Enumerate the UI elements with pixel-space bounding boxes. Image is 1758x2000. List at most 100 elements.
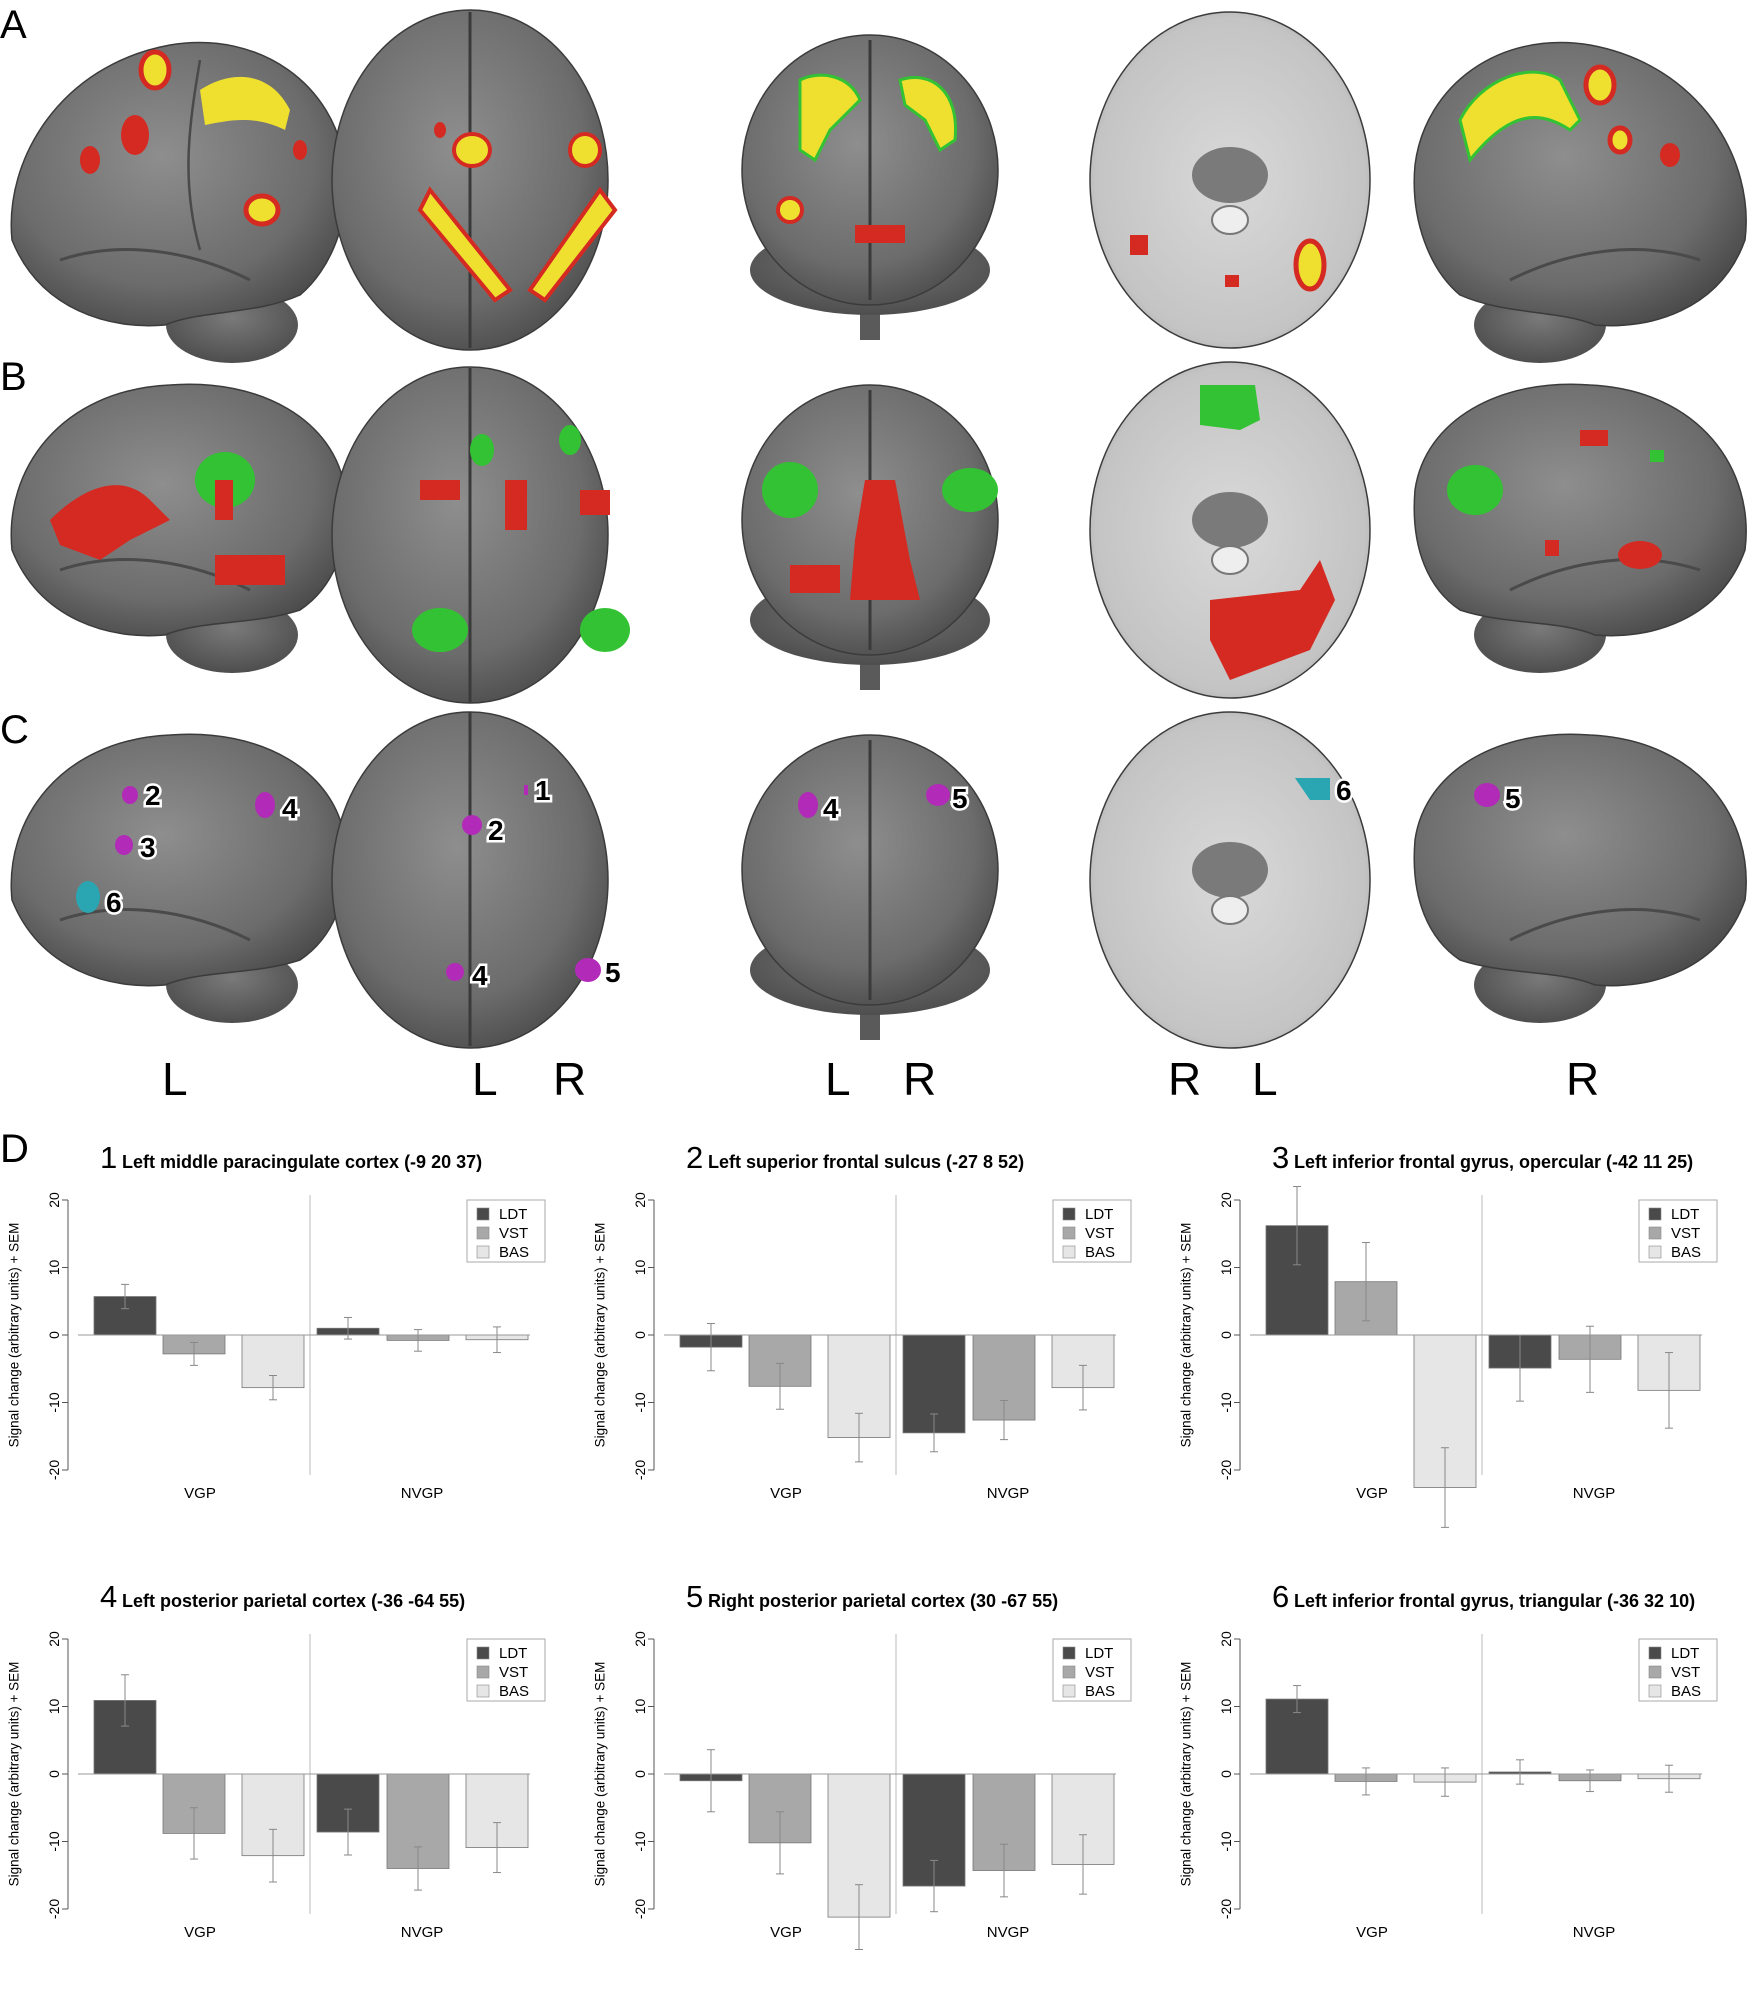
y-tick-label: 0 xyxy=(46,1770,62,1778)
y-tick-label: 20 xyxy=(46,1192,62,1208)
y-tick-label: -10 xyxy=(1218,1831,1234,1851)
orientation-label: R xyxy=(1566,1053,1599,1105)
region-number: 5 xyxy=(1505,783,1521,814)
orientation-label: L xyxy=(1252,1053,1278,1105)
bar-charts: 1 Left middle paracingulate cortex (-9 20… xyxy=(7,1140,1718,1950)
chart-title: Left posterior parietal cortex (-36 -64 … xyxy=(122,1591,465,1611)
legend-swatch xyxy=(1062,1207,1076,1221)
legend-swatch xyxy=(476,1226,490,1240)
bar-chart-6: 6 Left inferior frontal gyrus, triangular… xyxy=(1179,1579,1718,1941)
group-label: VGP xyxy=(770,1924,802,1941)
row-c: 2 3 4 6 1 2 4 5 xyxy=(10,711,1747,1049)
legend-swatch xyxy=(1648,1646,1662,1660)
brain-dorsal-c: 1 2 4 5 xyxy=(331,711,623,1049)
bar-bas-nvgp xyxy=(465,1773,529,1848)
group-label: NVGP xyxy=(987,1485,1030,1502)
legend-label: LDT xyxy=(1085,1206,1113,1223)
legend-swatch xyxy=(1648,1226,1662,1240)
y-tick-label: -10 xyxy=(632,1831,648,1851)
legend-label: LDT xyxy=(499,1206,527,1223)
chart-title: Left superior frontal sulcus (-27 8 52) xyxy=(708,1152,1024,1172)
group-label: NVGP xyxy=(1573,1924,1616,1941)
legend-label: BAS xyxy=(1671,1683,1701,1700)
group-label: NVGP xyxy=(401,1485,444,1502)
y-axis-label: Signal change (arbitrary units) + SEM xyxy=(593,1662,608,1887)
panel-label-b: B xyxy=(0,355,27,399)
legend-label: VST xyxy=(499,1664,528,1681)
y-tick-label: 10 xyxy=(1218,1260,1234,1276)
panel-label-c: C xyxy=(0,708,29,752)
legend: LDT VST BAS xyxy=(466,1638,546,1702)
legend-swatch xyxy=(1062,1684,1076,1698)
group-label: VGP xyxy=(1356,1485,1388,1502)
y-tick-label: 0 xyxy=(1218,1331,1234,1339)
y-tick-label: 0 xyxy=(632,1331,648,1339)
chart-number: 3 xyxy=(1272,1140,1289,1175)
y-tick-label: 20 xyxy=(632,1192,648,1208)
y-tick-label: -20 xyxy=(46,1460,62,1480)
region-number: 5 xyxy=(605,957,621,988)
brain-panels: A B C xyxy=(0,3,1747,1105)
region-number: 3 xyxy=(140,832,156,863)
brain-dorsal-a xyxy=(331,9,618,351)
orientation-label: R xyxy=(903,1053,936,1105)
legend-label: VST xyxy=(1671,1225,1700,1242)
chart-title: Left middle paracingulate cortex (-9 20 … xyxy=(122,1152,482,1172)
legend-label: VST xyxy=(1671,1664,1700,1681)
y-tick-label: -20 xyxy=(632,1899,648,1919)
legend-swatch xyxy=(476,1665,490,1679)
brain-lateral-left-c: 2 3 4 6 xyxy=(10,733,347,1023)
legend-label: LDT xyxy=(499,1645,527,1662)
y-tick-label: 20 xyxy=(46,1631,62,1647)
legend-label: BAS xyxy=(1671,1244,1701,1261)
bar-chart-2: 2 Left superior frontal sulcus (-27 8 52)… xyxy=(593,1140,1132,1502)
legend-label: LDT xyxy=(1671,1206,1699,1223)
chart-number: 6 xyxy=(1272,1579,1289,1614)
legend: LDT VST BAS xyxy=(1638,1638,1718,1702)
y-tick-label: -10 xyxy=(46,1392,62,1412)
y-tick-label: 0 xyxy=(632,1770,648,1778)
region-number: 4 xyxy=(472,960,488,991)
legend-swatch xyxy=(476,1646,490,1660)
y-tick-label: 10 xyxy=(46,1699,62,1715)
y-tick-label: 20 xyxy=(1218,1631,1234,1647)
panel-label-a: A xyxy=(0,3,27,47)
group-label: NVGP xyxy=(987,1924,1030,1941)
y-tick-label: -10 xyxy=(46,1831,62,1851)
y-axis-label: Signal change (arbitrary units) + SEM xyxy=(1179,1662,1194,1887)
legend-swatch xyxy=(1648,1665,1662,1679)
bar-chart-5: 5 Right posterior parietal cortex (30 -67… xyxy=(593,1579,1132,1950)
bar-chart-4: 4 Left posterior parietal cortex (-36 -64… xyxy=(7,1579,546,1941)
brain-lateral-right-c: 5 xyxy=(1413,733,1747,1023)
legend-swatch xyxy=(1062,1226,1076,1240)
brain-posterior-a xyxy=(741,34,999,340)
brain-ventral-b xyxy=(1089,361,1371,699)
legend-label: BAS xyxy=(499,1683,529,1700)
bar-chart-3: 3 Left inferior frontal gyrus, opercular … xyxy=(1179,1140,1718,1528)
row-a xyxy=(10,9,1747,363)
orientation-label: L xyxy=(162,1053,188,1105)
group-label: NVGP xyxy=(1573,1485,1616,1502)
legend-label: BAS xyxy=(499,1244,529,1261)
legend-label: VST xyxy=(1085,1664,1114,1681)
legend-swatch xyxy=(1648,1684,1662,1698)
chart-number: 5 xyxy=(686,1579,703,1614)
y-tick-label: 10 xyxy=(632,1699,648,1715)
brain-ventral-c: 6 xyxy=(1089,711,1371,1049)
brain-lateral-left-a xyxy=(10,41,347,363)
panel-label-d: D xyxy=(0,1127,29,1171)
legend-swatch xyxy=(1648,1207,1662,1221)
group-label: VGP xyxy=(184,1924,216,1941)
orientation-label: R xyxy=(553,1053,586,1105)
legend-swatch xyxy=(1062,1646,1076,1660)
y-tick-label: 10 xyxy=(1218,1699,1234,1715)
group-label: VGP xyxy=(184,1485,216,1502)
y-tick-label: -20 xyxy=(1218,1899,1234,1919)
region-number: 2 xyxy=(488,815,504,846)
y-tick-label: -20 xyxy=(46,1899,62,1919)
bar-vst-nvgp xyxy=(972,1334,1036,1421)
region-number: 1 xyxy=(535,775,551,806)
group-label: NVGP xyxy=(401,1924,444,1941)
y-tick-label: -20 xyxy=(632,1460,648,1480)
legend: LDT VST BAS xyxy=(1052,1638,1132,1702)
